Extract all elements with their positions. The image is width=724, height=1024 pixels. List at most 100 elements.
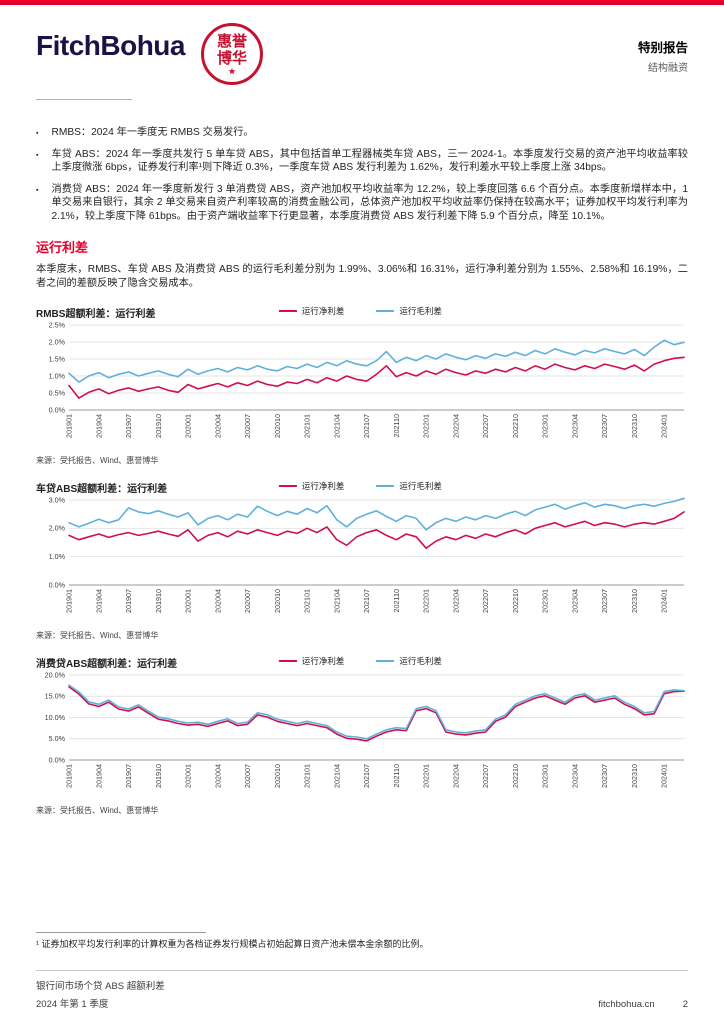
svg-text:202401: 202401 xyxy=(660,589,669,613)
bullet-marker-icon: ▪ xyxy=(36,186,39,194)
svg-text:202004: 202004 xyxy=(213,589,222,613)
svg-text:202010: 202010 xyxy=(273,764,282,788)
legend-item-gross: 运行毛利差 xyxy=(376,480,442,492)
svg-text:201910: 201910 xyxy=(154,764,163,788)
header-divider xyxy=(36,99,132,100)
svg-text:0.0%: 0.0% xyxy=(49,405,66,414)
svg-text:202304: 202304 xyxy=(570,589,579,613)
svg-text:202107: 202107 xyxy=(362,764,371,788)
legend-item-net: 运行净利差 xyxy=(278,480,345,492)
legend-gross-label: 运行毛利差 xyxy=(399,655,442,666)
footer-website-link[interactable]: fitchbohua.cn xyxy=(598,999,655,1010)
svg-text:201901: 201901 xyxy=(65,414,74,438)
bullet-marker-icon: ▪ xyxy=(36,152,39,159)
bullet-text: 车贷 ABS：2024 年一季度共发行 5 单车贷 ABS，其中包括首单工程器械… xyxy=(51,149,688,174)
legend-net-line-icon xyxy=(278,659,297,662)
legend-gross-label: 运行毛利差 xyxy=(399,480,442,491)
svg-text:0.5%: 0.5% xyxy=(49,388,66,397)
svg-text:2.0%: 2.0% xyxy=(49,523,66,532)
svg-text:202104: 202104 xyxy=(332,764,341,788)
chart-title: 车贷ABS超额利差：运行利差 xyxy=(36,483,168,495)
legend-item-gross: 运行毛利差 xyxy=(376,655,442,667)
section-title: 运行利差 xyxy=(36,240,89,256)
bullet-item-rmbs: ▪ RMBS：2024 年一季度无 RMBS 交易发行。 xyxy=(36,126,688,140)
svg-text:202207: 202207 xyxy=(481,589,490,613)
legend-item-gross: 运行毛利差 xyxy=(376,305,442,317)
svg-text:202107: 202107 xyxy=(362,414,371,438)
footer-report-title: 银行间市场个贷 ABS 超额利差 xyxy=(36,981,165,992)
bullet-marker-icon: ▪ xyxy=(36,130,39,137)
svg-text:202007: 202007 xyxy=(243,764,252,788)
seal-star-icon: ★ xyxy=(228,66,236,76)
footer-right: fitchbohua.cn 2 xyxy=(598,999,688,1010)
rmbs-spread-line-chart: 0.0% 0.5% 1.0% 1.5% 2.0% 2.5% 201901 201904 2019… xyxy=(36,320,688,454)
svg-text:201907: 201907 xyxy=(124,764,133,788)
chart-legend: 运行净利差 运行毛利差 xyxy=(278,305,442,317)
svg-text:202210: 202210 xyxy=(511,764,520,788)
bullet-text: RMBS：2024 年一季度无 RMBS 交易发行。 xyxy=(51,127,254,138)
svg-text:202401: 202401 xyxy=(660,414,669,438)
chart-header: RMBS超额利差：运行利差 运行净利差 运行毛利差 xyxy=(36,304,688,320)
summary-bullets: ▪ RMBS：2024 年一季度无 RMBS 交易发行。 ▪ 车贷 ABS：20… xyxy=(36,126,688,223)
svg-text:202110: 202110 xyxy=(392,764,401,787)
svg-text:202207: 202207 xyxy=(481,414,490,438)
svg-text:201901: 201901 xyxy=(65,589,74,613)
chart-block-consumer-abs: 消费贷ABS超额利差：运行利差 运行净利差 运行毛利差 0.0% 5.0% 10.0… xyxy=(36,654,688,816)
svg-text:1.0%: 1.0% xyxy=(49,371,66,380)
page-footer: 银行间市场个贷 ABS 超额利差 2024 年第 1 季度 fitchbohua… xyxy=(36,970,688,1010)
svg-text:202310: 202310 xyxy=(630,764,639,788)
svg-text:202001: 202001 xyxy=(184,414,193,438)
bullet-text: 消费贷 ABS：2024 年一季度新发行 3 单消费贷 ABS，资产池加权平均收… xyxy=(51,183,688,222)
chart-header: 消费贷ABS超额利差：运行利差 运行净利差 运行毛利差 xyxy=(36,654,688,670)
svg-text:2.0%: 2.0% xyxy=(49,337,66,346)
svg-text:3.0%: 3.0% xyxy=(49,495,66,504)
svg-text:201907: 201907 xyxy=(124,589,133,613)
svg-text:0.0%: 0.0% xyxy=(49,580,66,589)
svg-text:202104: 202104 xyxy=(332,414,341,438)
svg-text:202401: 202401 xyxy=(660,764,669,788)
svg-text:202110: 202110 xyxy=(392,589,401,612)
legend-net-label: 运行净利差 xyxy=(301,480,345,491)
bullet-item-auto-abs: ▪ 车贷 ABS：2024 年一季度共发行 5 单车贷 ABS，其中包括首单工程… xyxy=(36,148,688,175)
svg-text:202204: 202204 xyxy=(451,764,460,788)
auto-abs-spread-line-chart: 0.0% 1.0% 2.0% 3.0% 201901 201904 201907 201910… xyxy=(36,495,688,629)
svg-text:202007: 202007 xyxy=(243,589,252,613)
seal-text-bottom: 博华 xyxy=(216,50,247,67)
legend-item-net: 运行净利差 xyxy=(278,305,344,317)
svg-text:202101: 202101 xyxy=(303,764,312,788)
svg-text:202007: 202007 xyxy=(243,414,252,438)
svg-text:202210: 202210 xyxy=(511,589,520,613)
svg-text:0.0%: 0.0% xyxy=(49,755,66,764)
svg-text:201904: 201904 xyxy=(94,764,103,788)
bullet-item-consumer-abs: ▪ 消费贷 ABS：2024 年一季度新发行 3 单消费贷 ABS，资产池加权平… xyxy=(36,183,688,223)
svg-text:201907: 201907 xyxy=(124,414,133,438)
legend-net-line-icon xyxy=(278,484,297,487)
svg-text:202310: 202310 xyxy=(630,589,639,613)
svg-text:202201: 202201 xyxy=(422,589,431,613)
chart-legend: 运行净利差 运行毛利差 xyxy=(278,480,442,492)
chart-source-note: 来源：受托报告、Wind、惠誉博华 xyxy=(36,455,159,465)
svg-text:202204: 202204 xyxy=(451,589,460,613)
svg-text:202004: 202004 xyxy=(213,414,222,438)
svg-text:202301: 202301 xyxy=(541,764,550,788)
footer-left: 银行间市场个贷 ABS 超额利差 2024 年第 1 季度 xyxy=(36,978,165,1010)
svg-text:1.0%: 1.0% xyxy=(49,552,66,561)
legend-gross-line-icon xyxy=(376,309,395,312)
chart-header: 车贷ABS超额利差：运行利差 运行净利差 运行毛利差 xyxy=(36,479,688,495)
footer-page-number: 2 xyxy=(682,999,688,1010)
report-subtype-label: 结构融资 xyxy=(648,63,688,74)
legend-net-line-icon xyxy=(278,309,297,312)
svg-text:202310: 202310 xyxy=(630,414,639,438)
svg-text:202307: 202307 xyxy=(600,414,609,438)
svg-text:202307: 202307 xyxy=(600,764,609,788)
svg-text:202001: 202001 xyxy=(184,589,193,613)
svg-text:202110: 202110 xyxy=(392,414,401,437)
footnote-block: ¹ 证券加权平均发行利率的计算权重为各档证券发行规模占初始起算日资产池未偿本金余… xyxy=(36,932,688,950)
svg-text:20.0%: 20.0% xyxy=(45,670,66,679)
chart-title: 消费贷ABS超额利差：运行利差 xyxy=(36,658,178,670)
legend-gross-line-icon xyxy=(376,484,395,487)
svg-text:201904: 201904 xyxy=(94,589,103,613)
svg-text:202010: 202010 xyxy=(273,589,282,613)
svg-text:2.5%: 2.5% xyxy=(49,320,66,329)
section-intro-paragraph: 本季度末，RMBS、车贷 ABS 及消费贷 ABS 的运行毛利差分别为 1.99… xyxy=(36,264,688,289)
